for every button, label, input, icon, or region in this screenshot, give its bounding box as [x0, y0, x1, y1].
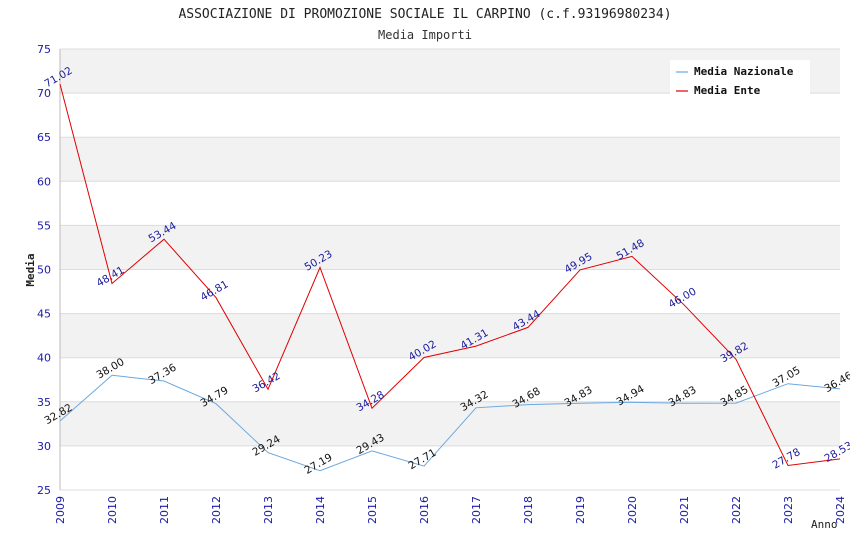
y-tick-label: 25	[37, 484, 51, 497]
x-tick-label: 2014	[314, 496, 327, 524]
x-tick-label: 2023	[782, 496, 795, 524]
grid-band	[60, 225, 840, 270]
x-tick-label: 2010	[106, 496, 119, 524]
grid-band	[60, 445, 840, 490]
y-tick-label: 45	[37, 308, 51, 321]
x-tick-label: 2024	[834, 496, 847, 524]
chart-title: ASSOCIAZIONE DI PROMOZIONE SOCIALE IL CA…	[178, 7, 671, 22]
grid-band	[60, 181, 840, 226]
x-tick-label: 2015	[366, 496, 379, 524]
x-tick-label: 2013	[262, 496, 275, 524]
x-tick-label: 2009	[54, 496, 67, 524]
x-tick-label: 2019	[574, 496, 587, 524]
y-tick-label: 75	[37, 43, 51, 56]
y-tick-label: 40	[37, 352, 51, 365]
grid-band	[60, 357, 840, 402]
x-tick-label: 2018	[522, 496, 535, 524]
grid-band	[60, 137, 840, 182]
legend-label-media-ente: Media Ente	[694, 84, 761, 97]
y-tick-label: 30	[37, 440, 51, 453]
y-axis-ticks: 25 30 35 40 45 50 55 60 65 70 75	[37, 43, 51, 497]
grid-band	[60, 93, 840, 138]
y-axis-label: Media	[24, 253, 37, 286]
y-tick-label: 70	[37, 87, 51, 100]
x-tick-label: 2016	[418, 496, 431, 524]
x-tick-label: 2017	[470, 496, 483, 524]
chart-subtitle: Media Importi	[378, 28, 472, 42]
grid-band	[60, 401, 840, 446]
x-tick-label: 2021	[678, 496, 691, 524]
grid-band	[60, 269, 840, 314]
y-tick-label: 60	[37, 175, 51, 188]
y-tick-label: 35	[37, 396, 51, 409]
y-tick-label: 55	[37, 219, 51, 232]
grid-band	[60, 313, 840, 358]
series-line-media-nazionale	[59, 374, 841, 472]
x-tick-label: 2020	[626, 496, 639, 524]
y-tick-label: 50	[37, 264, 51, 277]
series-lines	[59, 83, 841, 472]
x-tick-label: 2012	[210, 496, 223, 524]
legend: Media Nazionale Media Ente	[670, 60, 810, 98]
series-line-media-ente	[59, 83, 841, 467]
x-axis-label: Anno	[811, 518, 838, 531]
y-tick-label: 65	[37, 131, 51, 144]
x-tick-label: 2011	[158, 496, 171, 524]
legend-box	[670, 60, 810, 98]
grid-bands	[59, 48, 840, 491]
legend-label-media-nazionale: Media Nazionale	[694, 65, 794, 78]
x-axis-ticks: 2009 2010 2011 2012 2013 2014 2015 2016 2017 2018…	[54, 496, 847, 524]
x-tick-label: 2022	[730, 496, 743, 524]
